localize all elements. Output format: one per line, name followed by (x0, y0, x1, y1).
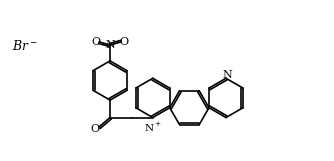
Text: N: N (105, 40, 115, 50)
Text: O: O (91, 124, 100, 134)
Text: N$^+$: N$^+$ (144, 121, 162, 134)
Text: O: O (120, 37, 129, 47)
Text: N: N (223, 70, 232, 80)
Text: O: O (91, 37, 100, 47)
Text: Br$^-$: Br$^-$ (12, 39, 37, 53)
